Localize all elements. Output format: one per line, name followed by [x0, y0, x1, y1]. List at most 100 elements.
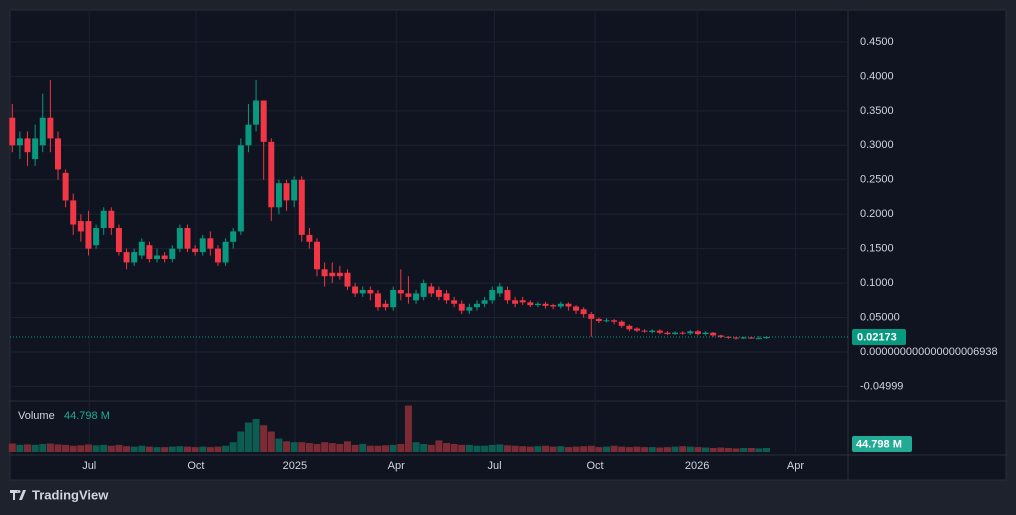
volume-bar — [420, 443, 428, 452]
volume-bar — [382, 445, 390, 452]
candle-body — [687, 331, 694, 334]
candle-body — [9, 117, 16, 146]
candle-body — [489, 289, 496, 301]
volume-bar — [564, 447, 572, 452]
volume-bar — [412, 442, 420, 452]
candle-body — [154, 255, 161, 259]
volume-bar — [62, 444, 70, 452]
volume-bar — [732, 448, 740, 452]
volume-bar — [252, 418, 260, 452]
y-tick-label: 0.4500 — [860, 36, 894, 48]
volume-bar — [275, 438, 283, 452]
candle-body — [725, 336, 732, 338]
volume-bar — [16, 444, 24, 452]
volume-bar — [8, 443, 16, 452]
candle-body — [382, 303, 389, 308]
y-tick-label: 0.05000 — [860, 311, 900, 323]
volume-bar — [580, 446, 588, 452]
volume-bar — [328, 443, 336, 452]
candle-body — [93, 227, 100, 246]
candle-body — [603, 320, 610, 322]
volume-bar — [321, 442, 329, 452]
logo: TradingView — [10, 487, 109, 502]
candle-body — [352, 286, 359, 294]
volume-legend-value: 44.798 M — [64, 410, 110, 422]
volume-bar — [115, 444, 123, 452]
candle-body — [397, 289, 404, 294]
candle-body — [314, 241, 321, 270]
candle-body — [641, 330, 648, 332]
volume-bar — [176, 446, 184, 452]
candle-body — [451, 300, 458, 304]
volume-legend-name: Volume — [18, 410, 55, 422]
y-tick-label: 0.3000 — [860, 139, 894, 151]
volume-bar — [557, 446, 565, 452]
candle-body — [580, 309, 587, 315]
volume-bar — [443, 443, 451, 452]
volume-bar — [465, 444, 473, 452]
volume-bar — [229, 442, 237, 452]
volume-bar — [488, 444, 496, 452]
candle-body — [24, 138, 31, 153]
candle-body — [16, 138, 23, 146]
candle-body — [291, 179, 298, 201]
volume-bar — [671, 446, 679, 452]
candle-body — [32, 138, 39, 160]
candle-body — [329, 272, 336, 277]
candle-body — [428, 286, 435, 294]
candle-body — [146, 245, 153, 259]
candle-body — [633, 328, 640, 331]
candle-body — [496, 286, 503, 294]
volume-bar — [84, 444, 92, 452]
volume-bar — [31, 444, 39, 452]
volume-bar — [458, 444, 466, 452]
volume-bar — [107, 445, 115, 452]
volume-bar — [184, 446, 192, 452]
y-tick-label: -0.04999 — [860, 380, 903, 392]
candle-body — [694, 331, 701, 335]
volume-bar — [679, 446, 687, 452]
volume-bar — [123, 446, 131, 452]
candle-body — [169, 248, 176, 259]
volume-bar — [534, 446, 542, 452]
y-tick-label: 0.1000 — [860, 277, 894, 289]
candle-body — [542, 303, 549, 306]
candle-body — [161, 255, 168, 259]
candle-body — [740, 337, 747, 339]
candle-body — [85, 221, 92, 249]
volume-bar — [199, 446, 207, 452]
candle-body — [557, 303, 564, 307]
candle-body — [70, 200, 77, 225]
candle-body — [672, 332, 679, 335]
candle-body — [47, 117, 54, 139]
y-tick-label: 0.2000 — [860, 208, 894, 220]
x-tick-label: 2026 — [685, 460, 709, 472]
candle-body — [435, 289, 442, 297]
volume-bar — [397, 443, 405, 452]
volume-bar — [153, 447, 161, 452]
volume-bar — [587, 445, 595, 452]
volume-badge — [852, 436, 912, 452]
candle-body — [649, 330, 656, 333]
candle-body — [138, 241, 145, 256]
candle-body — [611, 320, 618, 322]
x-tick-label: 2025 — [283, 460, 307, 472]
candle-body — [390, 289, 397, 308]
candle-body — [512, 300, 519, 304]
volume-bar — [351, 444, 359, 452]
candle-body — [443, 293, 450, 301]
x-tick-label: Apr — [388, 460, 405, 472]
candle-body — [405, 293, 412, 297]
volume-bar — [214, 446, 222, 452]
volume-bar — [526, 446, 534, 452]
volume-badge-label: 44.798 M — [856, 438, 902, 450]
candle-body — [192, 248, 199, 253]
volume-bar — [542, 445, 550, 452]
volume-bar — [625, 447, 633, 452]
volume-bar — [191, 447, 199, 452]
candle-body — [77, 221, 84, 232]
volume-bar — [206, 447, 214, 452]
candles — [9, 79, 770, 340]
